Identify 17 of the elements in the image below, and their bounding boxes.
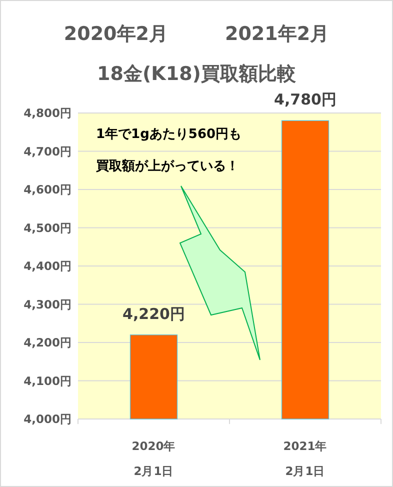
chart-subtitle: 18金(K18)買取額比較 xyxy=(97,63,297,85)
data-label: 4,780円 xyxy=(274,90,336,109)
y-tick-label: 4,700円 xyxy=(24,144,72,158)
x-tick-label: 2021年 2月1日 xyxy=(283,439,328,478)
y-tick-label: 4,400円 xyxy=(24,259,72,273)
y-tick-label: 4,500円 xyxy=(24,220,72,235)
y-tick-label: 4,000円 xyxy=(24,412,72,426)
x-tick-label: 2020年 2月1日 xyxy=(132,439,176,478)
y-tick-label: 4,800円 xyxy=(24,106,72,120)
y-tick-label: 4,100円 xyxy=(24,374,72,388)
y-tick-label: 4,300円 xyxy=(24,297,72,312)
annotation: 買取額が上がっている！ xyxy=(95,158,239,174)
y-tick-label: 4,200円 xyxy=(24,336,72,350)
data-label: 4,220円 xyxy=(122,304,185,323)
y-tick-label: 4,600円 xyxy=(24,182,72,196)
annotation: 1年で1gあたり560円も xyxy=(96,127,242,142)
chart-title: 2020年2月 2021年2月 xyxy=(64,23,330,45)
